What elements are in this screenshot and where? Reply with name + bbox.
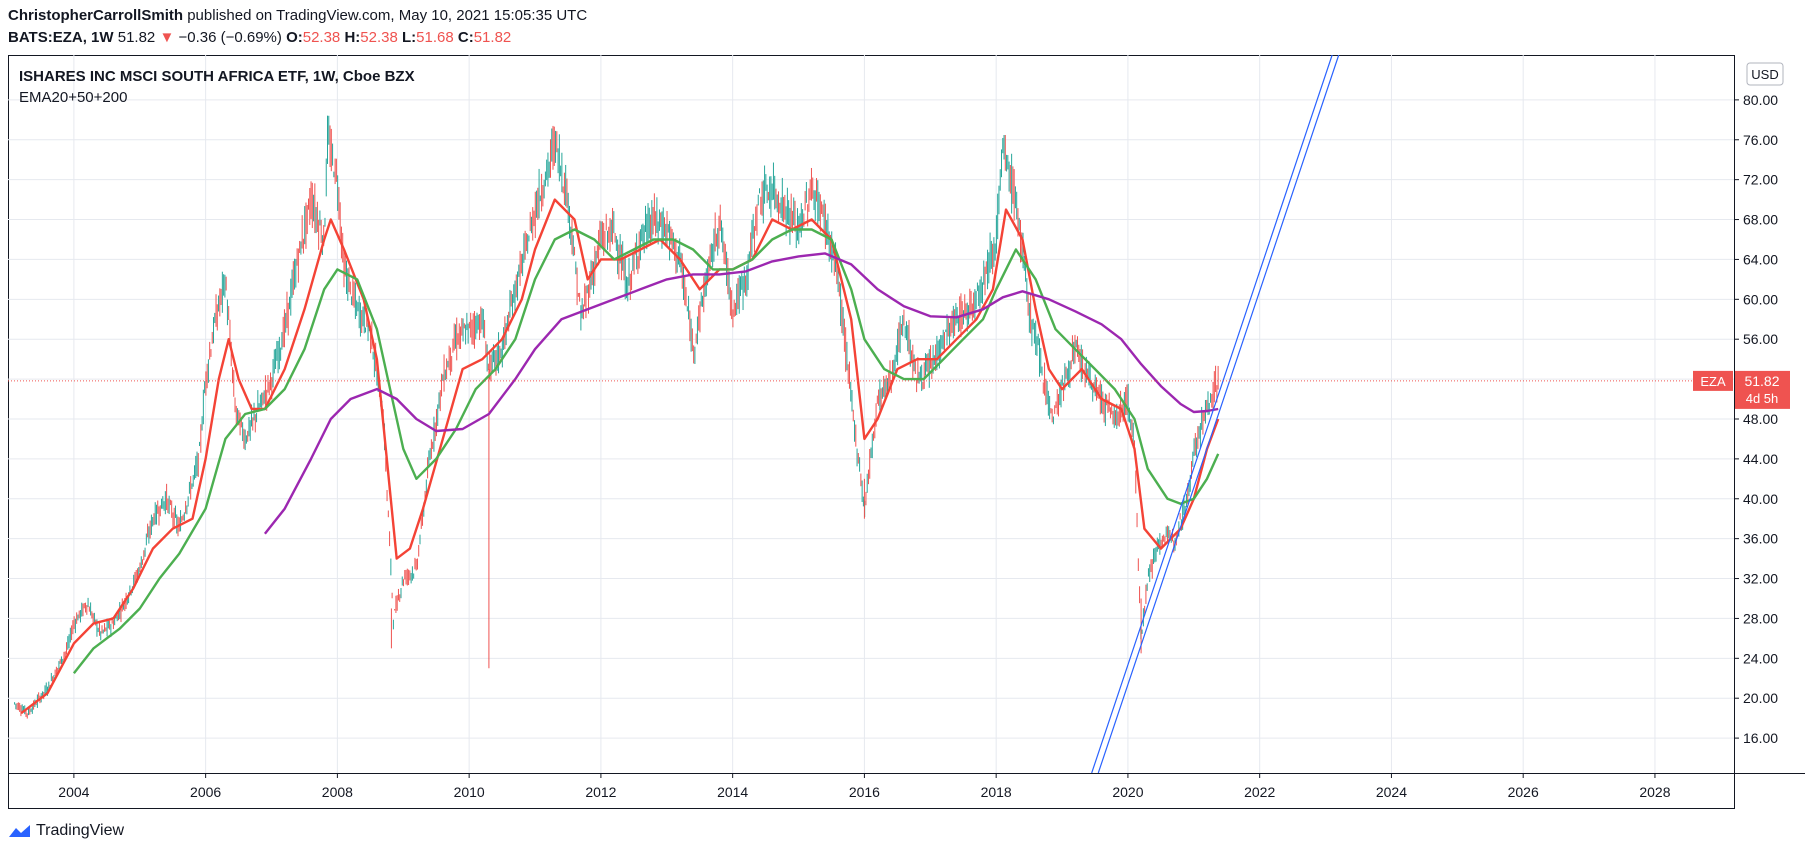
ema50-line: [72, 228, 1220, 675]
currency-button[interactable]: USD: [1746, 62, 1784, 86]
price-badge-bg: [1735, 370, 1790, 409]
published-text: published on TradingView.com, May 10, 20…: [187, 7, 588, 24]
low-value: 51.68: [416, 29, 454, 46]
tradingview-logo[interactable]: TradingView: [8, 822, 124, 840]
price-tick-label: 72.00: [1743, 172, 1778, 188]
time-tick-label: 2006: [190, 784, 221, 800]
price-badge: EZA 51.82 4d 5h: [1693, 370, 1790, 409]
high-value: 52.38: [360, 29, 398, 46]
symbol-badge: EZA: [1700, 374, 1726, 389]
time-tick-label: 2022: [1244, 784, 1275, 800]
low-label: L:: [402, 29, 417, 46]
time-tick-label: 2010: [454, 784, 485, 800]
price-tick-label: 28.00: [1743, 610, 1778, 626]
grid-lines: [8, 55, 1734, 773]
price-axis[interactable]: 16.00 20.00 24.00 28.00 32.00 36.00 40.00 44.00…: [1734, 92, 1778, 746]
ema20-line: [20, 198, 1220, 715]
open-value: 52.38: [302, 29, 341, 46]
price-tick-label: 76.00: [1743, 132, 1778, 148]
ema200-line: [263, 252, 1219, 535]
time-axis[interactable]: 2004 2006 2008 2010 2012 2014 2016 2018 2020 2022…: [58, 773, 1671, 800]
time-tick-label: 2024: [1376, 784, 1407, 800]
brand-text: TradingView: [36, 822, 125, 839]
symbol-badge-bg: [1693, 370, 1733, 391]
time-tick-label: 2020: [1112, 784, 1143, 800]
open-label: O:: [286, 29, 303, 46]
price-badge-value: 51.82: [1744, 373, 1779, 389]
time-tick-label: 2016: [849, 784, 880, 800]
trend-lines[interactable]: [1091, 55, 1340, 773]
price-change: −0.36 (−0.69%): [178, 29, 282, 46]
symbol-label: BATS:EZA, 1W: [8, 29, 114, 46]
currency-label: USD: [1751, 67, 1778, 82]
down-arrow-icon: ▼: [159, 29, 175, 46]
price-tick-label: 56.00: [1743, 331, 1778, 347]
publish-info: ChristopherCarrollSmith published on Tra…: [8, 7, 587, 24]
price-tick-label: 48.00: [1743, 411, 1778, 427]
trend-line: [1091, 55, 1333, 773]
close-label: C:: [457, 29, 474, 46]
close-value: 51.82: [473, 29, 512, 46]
time-tick-label: 2014: [717, 784, 748, 800]
price-tick-label: 60.00: [1743, 291, 1778, 307]
bar-countdown: 4d 5h: [1746, 391, 1779, 406]
price-tick-label: 44.00: [1743, 451, 1778, 467]
ema-lines: [20, 198, 1220, 715]
price-series: [14, 115, 1219, 719]
time-tick-label: 2004: [58, 784, 89, 800]
high-label: H:: [344, 29, 361, 46]
tradingview-icon: [9, 825, 30, 837]
price-tick-label: 16.00: [1743, 730, 1778, 746]
last-price: 51.82: [117, 29, 156, 46]
trend-line: [1097, 55, 1340, 773]
ohlc-bar: BATS:EZA, 1W 51.82 ▼ −0.36 (−0.69%) O:52…: [8, 29, 511, 46]
price-tick-label: 68.00: [1743, 212, 1778, 228]
price-tick-label: 20.00: [1743, 690, 1778, 706]
chart-frame: [8, 55, 1735, 809]
price-tick-label: 36.00: [1743, 531, 1778, 547]
time-tick-label: 2012: [585, 784, 616, 800]
author-name[interactable]: ChristopherCarrollSmith: [8, 7, 184, 24]
time-tick-label: 2028: [1639, 784, 1670, 800]
time-tick-label: 2008: [322, 784, 353, 800]
price-tick-label: 80.00: [1743, 92, 1778, 108]
price-tick-label: 40.00: [1743, 491, 1778, 507]
price-tick-label: 32.00: [1743, 571, 1778, 587]
price-tick-label: 64.00: [1743, 251, 1778, 267]
time-tick-label: 2026: [1508, 784, 1539, 800]
indicator-label[interactable]: EMA20+50+200: [19, 89, 127, 106]
price-tick-label: 24.00: [1743, 650, 1778, 666]
time-tick-label: 2018: [981, 784, 1012, 800]
chart-title: ISHARES INC MSCI SOUTH AFRICA ETF, 1W, C…: [19, 68, 415, 85]
